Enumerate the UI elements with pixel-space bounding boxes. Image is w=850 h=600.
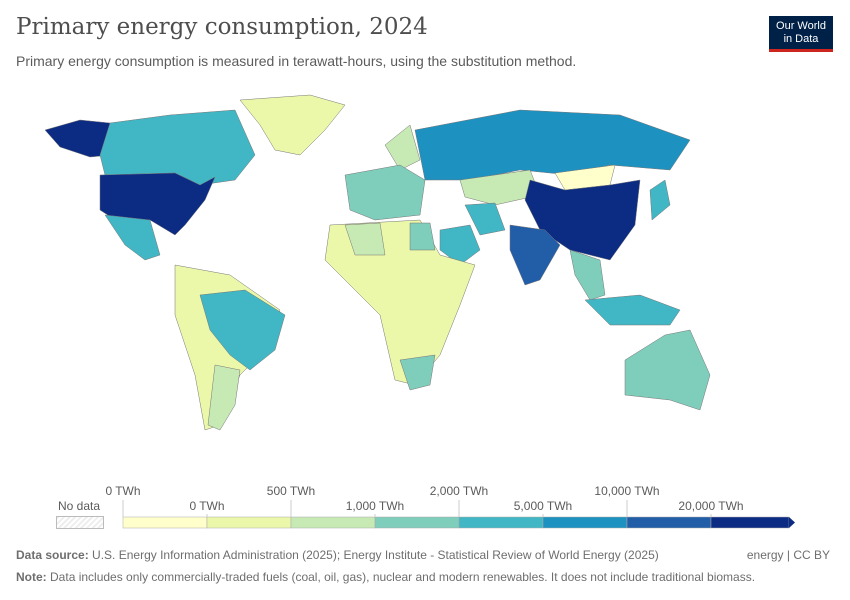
legend-label: 0 TWh: [189, 499, 225, 513]
region-saudi-arabia[interactable]: [439, 224, 481, 266]
legend-bin[interactable]: [710, 516, 790, 529]
legend-arrow: [789, 517, 795, 528]
legend-bin[interactable]: [542, 516, 628, 529]
legend-bin[interactable]: [626, 516, 712, 529]
region-egypt[interactable]: [409, 222, 436, 251]
legend-bin[interactable]: [122, 516, 208, 529]
region-india[interactable]: [509, 224, 561, 286]
owid-logo[interactable]: Our World in Data: [769, 16, 833, 52]
region-iran[interactable]: [464, 202, 506, 236]
color-legend: No data 0 TWh 500 TWh 2,000 TWh 10,000 T…: [0, 480, 850, 530]
note-label: Note:: [16, 570, 47, 584]
legend-bin[interactable]: [458, 516, 544, 529]
world-map: [44, 94, 711, 431]
region-southeast-asia[interactable]: [569, 249, 606, 301]
legend-label: 10,000 TWh: [594, 484, 660, 498]
no-data-label: No data: [57, 499, 101, 513]
region-greenland[interactable]: [239, 94, 346, 156]
region-indonesia[interactable]: [584, 294, 681, 326]
region-europe[interactable]: [344, 164, 426, 221]
subtitle: Primary energy consumption is measured i…: [16, 53, 577, 69]
region-australia[interactable]: [624, 329, 711, 411]
note-text: Data includes only commercially-traded f…: [50, 570, 756, 584]
page-title: Primary energy consumption, 2024: [16, 14, 428, 40]
note: Note: Data includes only commercially-tr…: [16, 570, 755, 584]
legend-bin[interactable]: [374, 516, 460, 529]
legend-label: 20,000 TWh: [678, 499, 744, 513]
region-canada[interactable]: [99, 109, 256, 186]
region-russia[interactable]: [414, 109, 691, 181]
legend-label: 2,000 TWh: [429, 484, 489, 498]
legend-bin[interactable]: [290, 516, 376, 529]
source-text[interactable]: U.S. Energy Information Administration (…: [92, 548, 659, 562]
legend-label: 1,000 TWh: [345, 499, 405, 513]
source-label: Data source:: [16, 548, 89, 562]
legend-label: 0 TWh: [105, 484, 141, 498]
region-argentina[interactable]: [207, 364, 241, 431]
region-south-africa[interactable]: [399, 354, 436, 391]
region-mexico[interactable]: [104, 214, 161, 261]
legend-bar: [122, 500, 795, 529]
license[interactable]: energy | CC BY: [746, 548, 830, 562]
legend-bin[interactable]: [206, 516, 292, 529]
no-data-swatch: [56, 516, 104, 529]
region-kazakhstan[interactable]: [459, 169, 541, 206]
region-algeria[interactable]: [344, 222, 386, 256]
region-scandinavia[interactable]: [384, 124, 421, 171]
region-japan[interactable]: [649, 179, 671, 221]
legend-label: 500 TWh: [266, 484, 316, 498]
region-brazil[interactable]: [199, 289, 286, 371]
data-source: Data source: U.S. Energy Information Adm…: [16, 548, 659, 562]
legend-label: 5,000 TWh: [513, 499, 573, 513]
region-china[interactable]: [524, 179, 641, 261]
